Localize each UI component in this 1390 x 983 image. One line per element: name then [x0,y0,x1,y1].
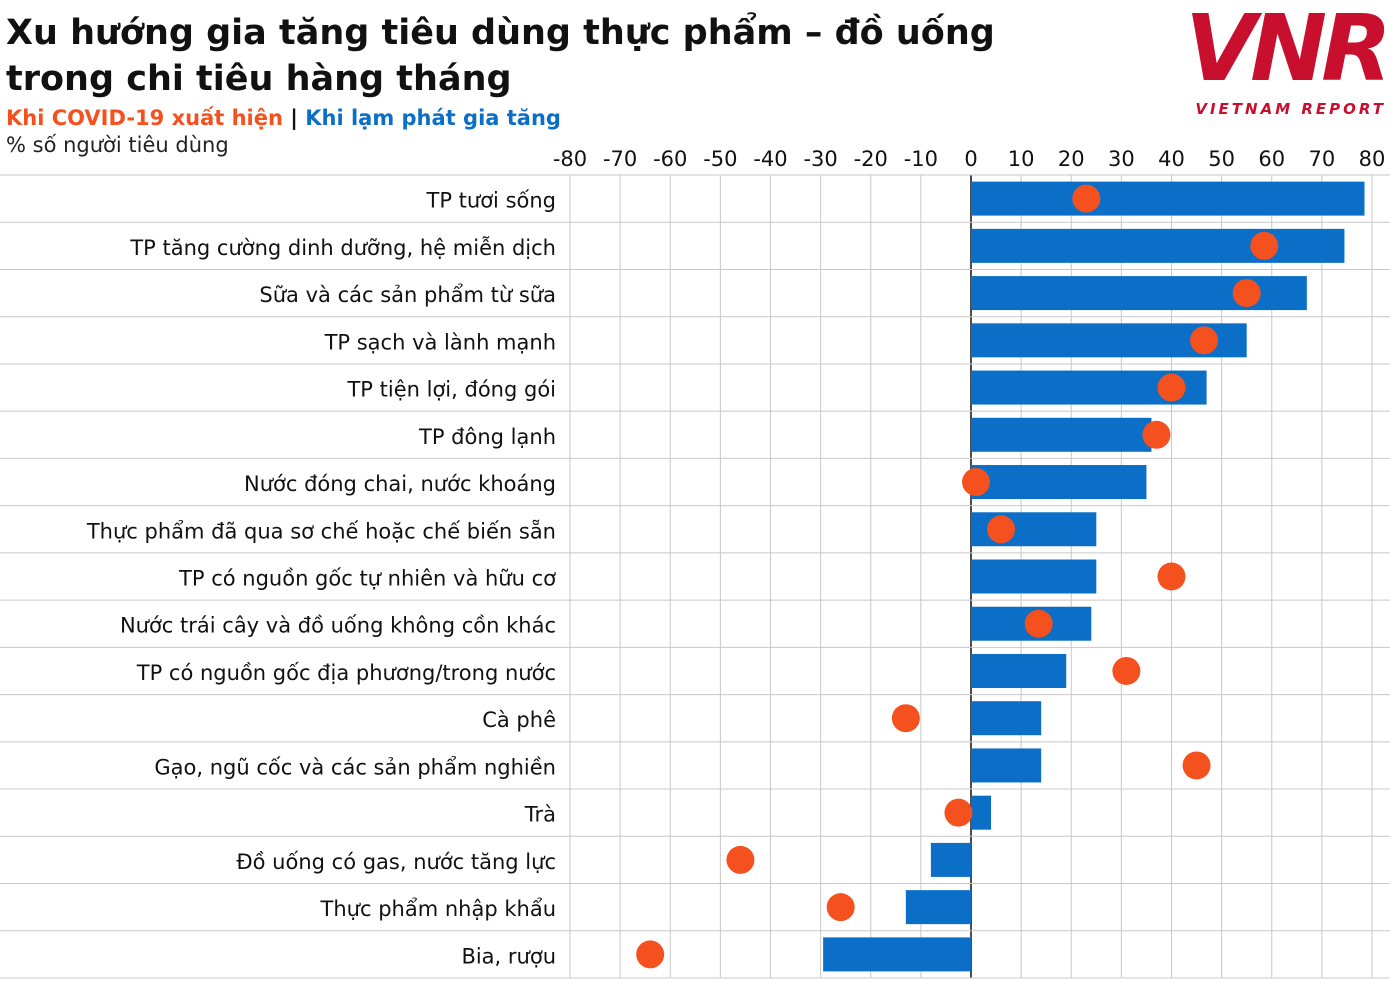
dot [1157,562,1186,591]
chart-title: Xu hướng gia tăng tiêu dùng thực phẩm – … [6,13,995,99]
y-tick-label: TP đông lạnh [418,425,556,449]
legend-separator: | [290,106,298,130]
logo-mark: VNR [1184,0,1390,102]
bar [823,937,971,972]
x-tick-label: 80 [1359,147,1386,171]
bar [971,228,1345,263]
x-tick-label: 40 [1158,147,1185,171]
y-tick-label: Thực phẩm đã qua sơ chế hoặc chế biến sẵ… [86,518,556,543]
y-tick-label: TP tăng cường dinh dưỡng, hệ miễn dịch [129,235,556,260]
legend: Khi COVID-19 xuất hiện | Khi lạm phát gi… [6,106,561,130]
bar [971,181,1365,216]
x-tick-label: 10 [1008,147,1035,171]
y-tick-label: Nước trái cây và đồ uống không cồn khác [120,614,556,638]
y-tick-label: Nước đóng chai, nước khoáng [244,472,556,496]
y-tick-label: Gạo, ngũ cốc và các sản phẩm nghiền [154,755,556,779]
bar [905,890,971,925]
y-tick-label: Trà [524,803,556,827]
x-tick-label: -70 [603,147,637,171]
dot [1182,751,1211,780]
dot [636,940,665,969]
x-tick-label: -60 [653,147,687,171]
dot [987,515,1016,544]
bar [971,795,992,830]
legend-entry: Khi COVID-19 xuất hiện [6,106,283,130]
x-tick-label: 60 [1258,147,1285,171]
x-tick-label: -30 [803,147,837,171]
dot [1250,231,1279,260]
x-tick-label: -10 [904,147,938,171]
bar [971,417,1152,452]
dot [1112,656,1141,685]
y-tick-label: TP có nguồn gốc tự nhiên và hữu cơ [178,567,556,591]
y-tick-label: Cà phê [482,708,556,732]
y-tick-label: TP tươi sống [426,189,557,213]
dot [726,845,755,874]
dot [1142,420,1171,449]
dot [1157,373,1186,402]
bar [971,701,1042,736]
bar [971,653,1067,688]
y-tick-label: Đồ uống có gas, nước tăng lực [236,850,556,874]
dot [1024,609,1053,638]
bar [971,559,1097,594]
x-tick-label: -40 [753,147,787,171]
bar [971,465,1147,500]
dot [1072,184,1101,213]
dot [826,893,855,922]
logo-text: VIETNAM REPORT [1195,100,1386,118]
x-tick-label: 70 [1309,147,1336,171]
y-tick-label: TP sạch và lành mạnh [324,330,556,354]
bar [971,748,1042,783]
legend-entry: Khi lạm phát gia tăng [305,106,561,130]
y-tick-label: Bia, rượu [461,944,556,968]
x-tick-label: -20 [854,147,888,171]
unit-label: % số người tiêu dùng [6,133,229,157]
x-tick-label: 30 [1108,147,1135,171]
dot [962,468,991,497]
y-tick-label: TP có nguồn gốc địa phương/trong nước [136,661,556,685]
y-tick-label: Thực phẩm nhập khẩu [320,897,556,921]
dot [891,704,920,733]
x-tick-label: -50 [703,147,737,171]
logo: VNR VIETNAM REPORT [1184,0,1390,118]
x-tick-label: -80 [553,147,587,171]
y-tick-label: TP tiện lợi, đóng gói [346,378,556,402]
dot [944,798,973,827]
dot [1232,279,1261,308]
x-tick-label: 20 [1058,147,1085,171]
x-tick-label: 50 [1208,147,1235,171]
x-tick-label: 0 [964,147,977,171]
bar [930,842,971,877]
y-tick-label: Sữa và các sản phẩm từ sữa [259,283,556,307]
dot [1190,326,1219,355]
